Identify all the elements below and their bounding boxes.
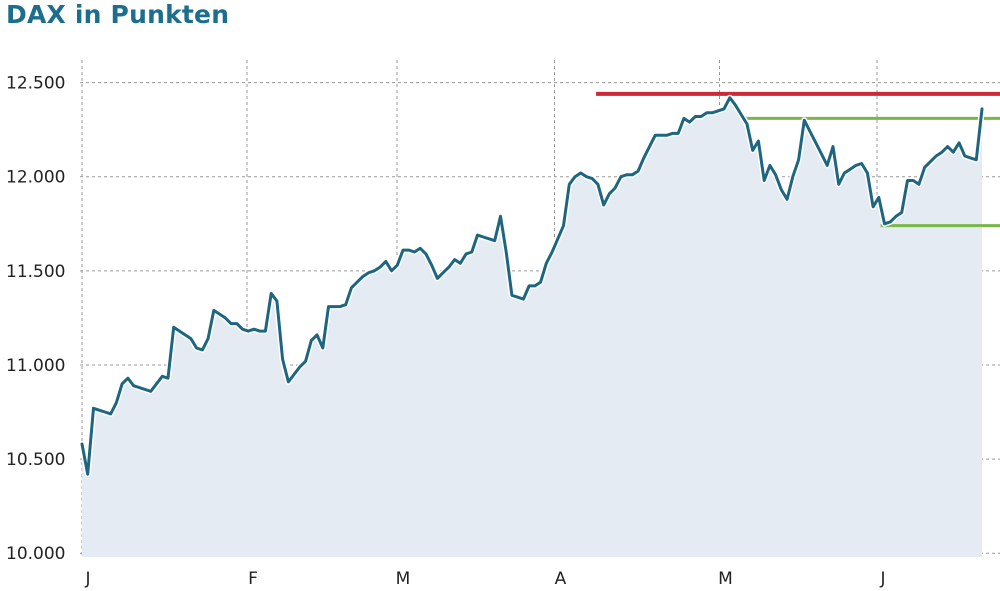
x-tick-label: J (84, 569, 90, 589)
y-tick-label: 10.000 (6, 544, 65, 564)
y-tick-label: 10.500 (6, 450, 65, 470)
y-axis-ticks: 10.000 10.500 11.000 11.500 12.000 12.500 (6, 74, 65, 565)
area-fill (82, 97, 982, 557)
x-tick-label: J (879, 569, 885, 589)
chart-title: DAX in Punkten (6, 0, 230, 29)
x-tick-label: M (718, 569, 733, 589)
y-tick-label: 11.000 (6, 356, 65, 376)
x-tick-label: A (555, 569, 567, 589)
x-tick-label: F (248, 569, 258, 589)
y-tick-label: 11.500 (6, 262, 65, 282)
reference-lines (596, 91, 1000, 228)
area-path (82, 97, 982, 557)
y-tick-label: 12.000 (6, 168, 65, 188)
series-line (79, 94, 985, 478)
x-tick-label: M (396, 569, 411, 589)
series-line-path (80, 96, 984, 476)
y-tick-label: 12.500 (6, 74, 65, 94)
